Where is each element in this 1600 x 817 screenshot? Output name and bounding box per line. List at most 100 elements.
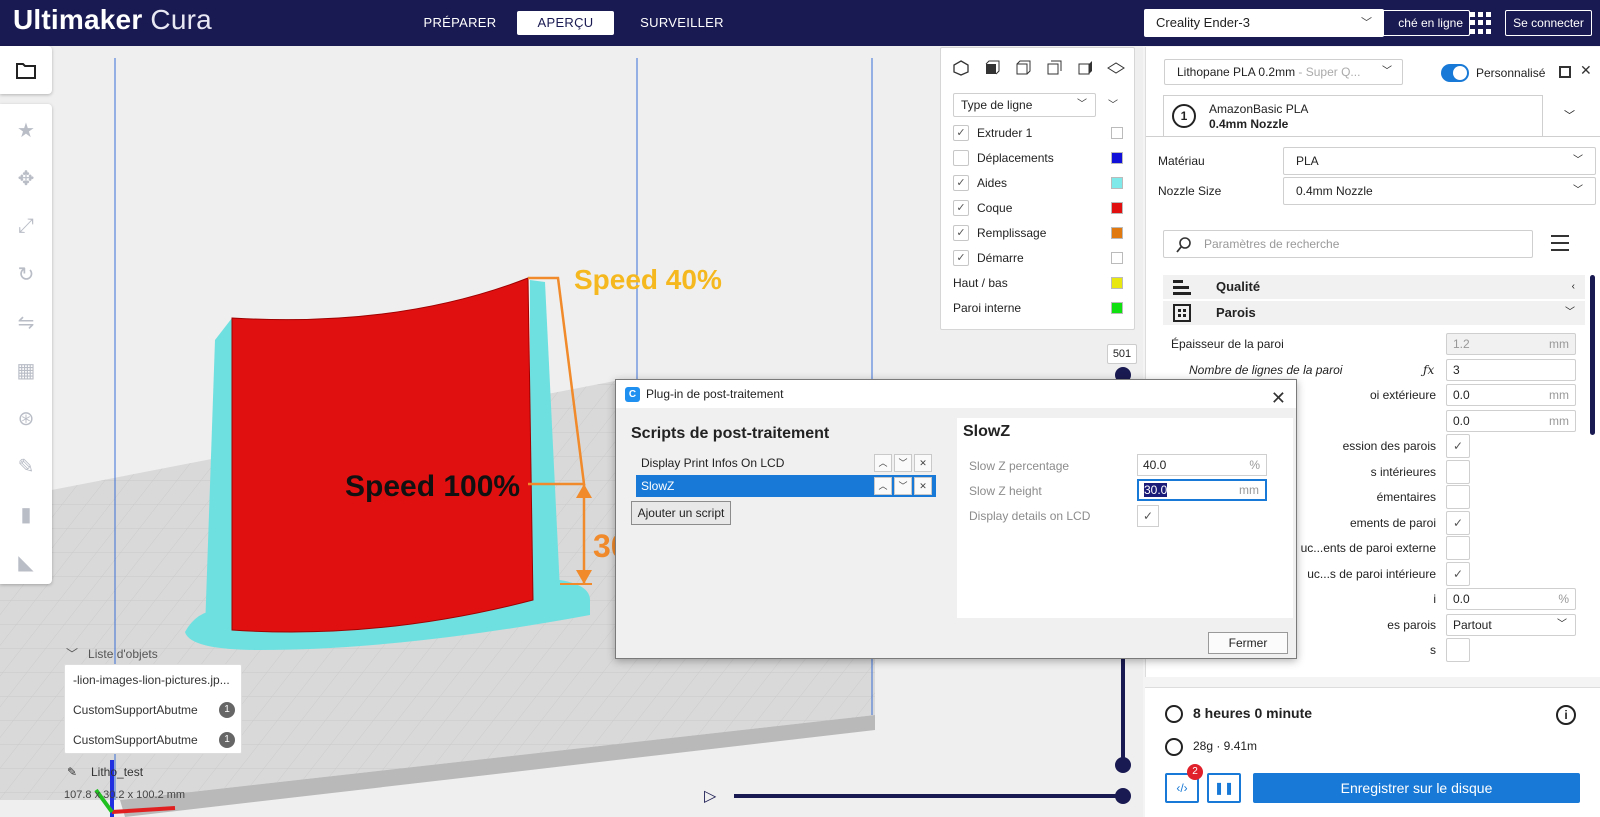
setting-checkbox[interactable]: ✓ (1446, 510, 1470, 535)
cura-logo-icon: C (625, 387, 640, 402)
nozzle-select[interactable]: 0.4mm Nozzle ﹀ (1283, 177, 1596, 205)
setting-checkbox[interactable]: ✓ (1446, 434, 1470, 458)
left-view-icon[interactable] (1044, 58, 1064, 78)
legend-row[interactable]: ✓ Aides (953, 173, 1123, 193)
settings-menu-icon[interactable] (1551, 235, 1569, 251)
layer-number[interactable]: 501 (1107, 344, 1137, 364)
remove-icon[interactable]: ✕ (914, 454, 932, 472)
path-slider-handle (1115, 788, 1131, 804)
extruder-number-icon: 1 (1172, 104, 1196, 128)
script-item[interactable]: Display Print Infos On LCD ︿ ﹀ ✕ (636, 452, 936, 474)
legend-row[interactable]: Déplacements (953, 148, 1123, 168)
line-type-value: Type de ligne (961, 98, 1033, 112)
add-script-button[interactable]: Ajouter un script (631, 501, 731, 525)
printer-selector[interactable]: Creality Ender-3 ﹀ (1144, 9, 1384, 37)
close-icon[interactable]: ✕ (1270, 388, 1286, 408)
setting-checkbox[interactable] (1446, 459, 1470, 484)
list-item[interactable]: CustomSupportAbutme 1 (73, 729, 235, 751)
login-button[interactable]: Se connecter (1505, 10, 1592, 36)
close-button[interactable]: Fermer (1208, 632, 1288, 654)
collapse-chevron-icon[interactable]: ﹀ (1108, 100, 1118, 111)
right-view-icon[interactable] (1075, 58, 1095, 78)
function-icon[interactable]: ƒx (1423, 362, 1435, 377)
open-file-button[interactable] (0, 46, 52, 94)
setting-checkbox[interactable] (1446, 638, 1470, 662)
settings-scrollbar[interactable] (1590, 275, 1595, 435)
tab-monitor[interactable]: SURVEILLER (640, 15, 724, 30)
legend-swatch (1111, 127, 1123, 139)
play-icon[interactable]: ▷ (704, 788, 717, 805)
move-icon[interactable]: ✥ (17, 167, 35, 190)
popout-icon[interactable] (1559, 66, 1571, 78)
rotate-icon[interactable]: ↻ (17, 263, 35, 286)
category-quality[interactable]: Qualité ‹ (1163, 275, 1585, 299)
setting-checkbox[interactable] (1446, 485, 1470, 509)
legend-checkbox[interactable]: ✓ (953, 225, 969, 241)
close-icon[interactable]: ✕ (1580, 62, 1592, 78)
support-icon[interactable]: ◣ (18, 551, 34, 574)
setting-input[interactable]: 0.0 mm (1446, 384, 1576, 406)
setting-input[interactable]: 0.0 mm (1446, 409, 1576, 432)
setting-input[interactable]: 3 (1446, 358, 1576, 381)
top-view-icon[interactable] (1013, 58, 1033, 78)
3d-view-icon[interactable] (951, 58, 971, 78)
pause-button[interactable]: ❚❚ (1207, 773, 1241, 803)
setting-input[interactable]: 1.2 mm (1446, 333, 1576, 355)
category-walls[interactable]: Parois ﹀ (1163, 301, 1585, 325)
chevron-down-icon: ﹀ (1361, 17, 1372, 29)
chevron-down-icon[interactable]: ﹀ (1564, 110, 1575, 122)
custom-mode-toggle[interactable] (1441, 64, 1469, 82)
legend-checkbox[interactable]: ✓ (953, 175, 969, 191)
object-list-header[interactable]: ﹀ Liste d'objets (66, 645, 158, 662)
setting-label: Display details on LCD (969, 509, 1091, 523)
list-item[interactable]: CustomSupportAbutme 1 (73, 699, 235, 721)
legend-checkbox[interactable]: ✓ (953, 200, 969, 216)
legend-checkbox[interactable]: ✓ (953, 125, 969, 141)
material-select[interactable]: PLA ﹀ (1283, 147, 1596, 175)
move-down-icon[interactable]: ﹀ (894, 477, 912, 495)
list-item[interactable]: -lion-images-lion-pictures.jp... (73, 669, 235, 691)
setting-dropdown[interactable]: Partout ﹀ (1446, 613, 1576, 636)
star-icon[interactable]: ★ (17, 119, 35, 142)
support-blocker-icon[interactable]: ⊛ (17, 407, 35, 430)
per-model-settings-icon[interactable]: ▦ (16, 359, 36, 382)
extruder-tab[interactable]: 1 AmazonBasic PLA 0.4mm Nozzle (1163, 95, 1543, 136)
mirror-icon[interactable]: ⇋ (17, 311, 35, 334)
legend-checkbox[interactable]: ✓ (953, 250, 969, 266)
legend-checkbox[interactable] (953, 150, 969, 166)
job-name[interactable]: ✎ Litho_test (67, 765, 143, 779)
profile-name: Lithopane PLA 0.2mm (1177, 65, 1296, 79)
move-down-icon[interactable]: ﹀ (894, 454, 912, 472)
setting-input[interactable]: 0.0% (1446, 588, 1576, 610)
info-icon[interactable]: i (1556, 705, 1576, 725)
legend-row[interactable]: ✓ Coque (953, 198, 1123, 218)
script-item-selected[interactable]: SlowZ ︿ ﹀ ✕ (636, 475, 936, 497)
front-view-icon[interactable] (982, 58, 1002, 78)
move-up-icon[interactable]: ︿ (874, 477, 892, 495)
slowz-height-input[interactable]: 30.0 mm (1137, 479, 1267, 501)
marketplace-button[interactable]: ché en ligne (1370, 10, 1470, 36)
legend-row[interactable]: ✓ Démarre (953, 248, 1123, 268)
save-to-disk-button[interactable]: Enregistrer sur le disque (1253, 773, 1580, 803)
measure-icon[interactable]: ✎ (17, 455, 35, 478)
legend-row[interactable]: ✓ Extruder 1 (953, 123, 1123, 143)
tab-prepare[interactable]: PRÉPARER (423, 15, 497, 30)
camera-view-icon[interactable] (1106, 58, 1126, 78)
legend-row[interactable]: ✓ Remplissage (953, 223, 1123, 243)
extruder-nozzle: 0.4mm Nozzle (1209, 117, 1289, 131)
slowz-percentage-input[interactable]: 40.0% (1137, 454, 1267, 476)
remove-icon[interactable]: ✕ (914, 477, 932, 495)
legend-swatch (1111, 302, 1123, 314)
profile-select[interactable]: Lithopane PLA 0.2mm - Super Q... ﹀ (1164, 59, 1403, 85)
line-type-select[interactable]: Type de ligne ﹀ (953, 93, 1096, 117)
tab-preview[interactable]: APERÇU (517, 11, 614, 35)
scale-icon[interactable]: ⤢ (18, 214, 34, 237)
settings-search-input[interactable]: Paramètres de recherche (1163, 230, 1533, 258)
object-list-title: Liste d'objets (88, 647, 158, 661)
move-up-icon[interactable]: ︿ (874, 454, 892, 472)
apps-grid-icon[interactable] (1470, 12, 1492, 34)
setting-checkbox[interactable] (1446, 536, 1470, 560)
display-lcd-checkbox[interactable]: ✓ (1137, 505, 1159, 527)
setting-checkbox[interactable]: ✓ (1446, 561, 1470, 586)
cylinder-icon[interactable]: ▮ (20, 503, 32, 526)
